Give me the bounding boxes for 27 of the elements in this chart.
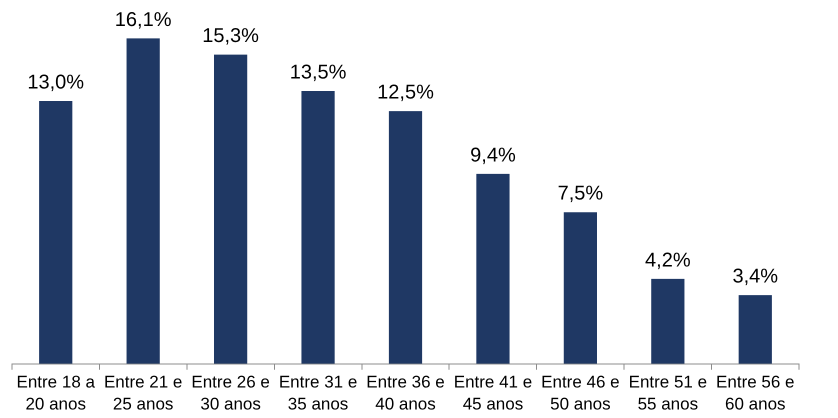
- data-label: 13,0%: [27, 72, 84, 94]
- bar: [214, 54, 248, 364]
- data-label: 15,3%: [202, 25, 260, 48]
- bar: [126, 38, 160, 364]
- x-tick-label: Entre 18 a 20 anos: [16, 372, 96, 414]
- x-tick-label: Entre 41 e 45 anos: [454, 372, 532, 414]
- data-label: 7,5%: [558, 182, 604, 205]
- bar: [651, 278, 684, 364]
- data-label: 12,5%: [377, 82, 434, 104]
- bar: [39, 101, 72, 364]
- data-label: 4,2%: [645, 249, 691, 272]
- x-tick-label: Entre 36 e 40 anos: [366, 372, 445, 414]
- data-label: 16,1%: [114, 8, 172, 31]
- data-label: 3,4%: [732, 266, 778, 288]
- bar: [388, 111, 422, 364]
- bar: [476, 174, 510, 364]
- bar: [564, 212, 598, 364]
- x-tick-label: Entre 56 e 60 anos: [716, 372, 795, 414]
- x-tick-label: Entre 26 e 30 anos: [191, 372, 270, 414]
- x-tick-label: Entre 51 e 55 anos: [628, 372, 708, 414]
- data-label: 9,4%: [470, 144, 516, 166]
- bar: [301, 90, 335, 364]
- bar: [738, 295, 772, 364]
- data-label: 13,5%: [290, 61, 347, 84]
- x-tick-label: Entre 46 e 50 anos: [541, 372, 620, 414]
- x-tick-label: Entre 31 e 35 anos: [278, 372, 358, 414]
- x-tick-label: Entre 21 e 25 anos: [104, 372, 182, 414]
